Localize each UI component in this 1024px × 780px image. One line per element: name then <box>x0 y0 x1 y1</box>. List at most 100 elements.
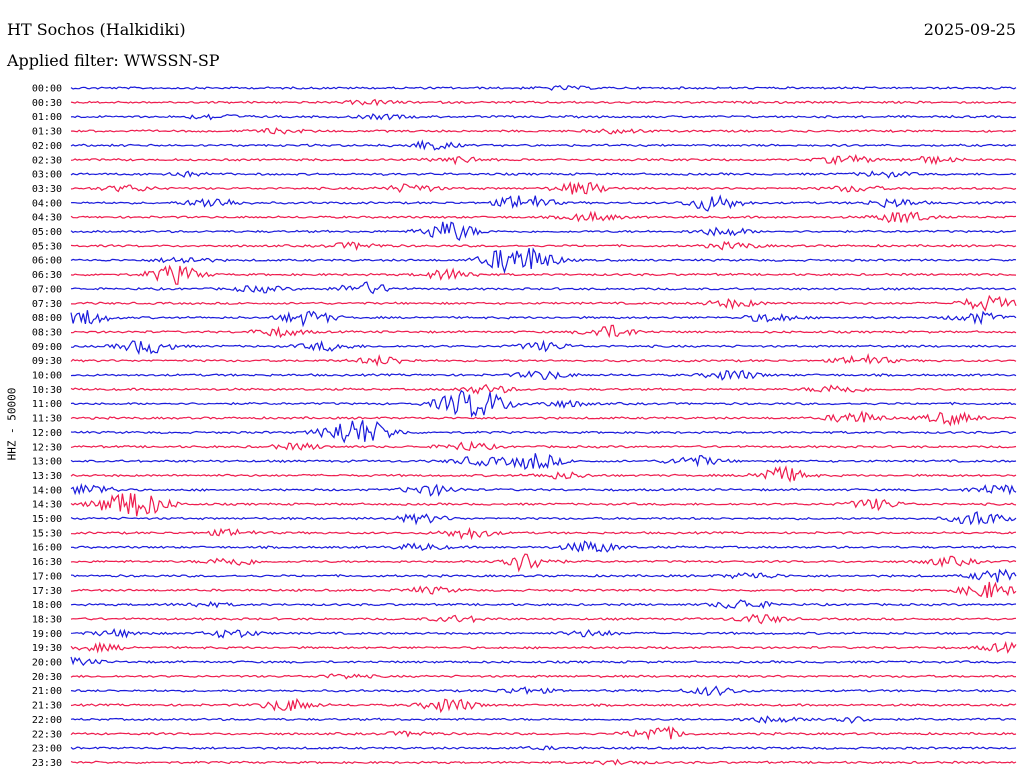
time-tick-label: 14:30 <box>32 500 62 511</box>
trace-line <box>70 465 1017 483</box>
trace-line <box>70 127 1017 135</box>
time-tick-label: 21:00 <box>32 686 62 697</box>
trace-line <box>70 553 1017 573</box>
time-tick-label: 05:30 <box>32 241 62 252</box>
trace-line <box>70 673 1017 680</box>
time-tick-label: 13:30 <box>32 471 62 482</box>
time-tick-label: 00:30 <box>32 98 62 109</box>
time-tick-label: 03:00 <box>32 170 62 181</box>
time-tick-label: 04:30 <box>32 213 62 224</box>
time-tick-label: 03:30 <box>32 184 62 195</box>
trace-line <box>70 247 1017 274</box>
trace-line <box>70 240 1017 252</box>
trace-line <box>70 139 1017 151</box>
trace-line <box>70 453 1017 471</box>
time-tick-label: 16:00 <box>32 543 62 554</box>
trace-line <box>70 410 1017 427</box>
time-tick-label: 01:30 <box>32 127 62 138</box>
time-tick-label: 16:30 <box>32 557 62 568</box>
time-tick-label: 10:00 <box>32 371 62 382</box>
time-tick-label: 23:00 <box>32 744 62 755</box>
trace-line <box>70 210 1017 224</box>
trace-line <box>70 84 1017 91</box>
trace-line <box>70 383 1017 395</box>
trace-line <box>70 420 1017 444</box>
time-tick-label: 15:00 <box>32 514 62 525</box>
station-title: HT Sochos (Halkidiki) <box>7 20 186 39</box>
filter-label: Applied filter: WWSSN-SP <box>7 51 220 70</box>
trace-line <box>70 281 1017 295</box>
time-tick-label: 15:30 <box>32 528 62 539</box>
trace-line <box>70 715 1017 724</box>
trace-line <box>70 511 1017 526</box>
time-tick-label: 01:00 <box>32 112 62 123</box>
time-tick-label: 09:00 <box>32 342 62 353</box>
time-tick-label: 20:30 <box>32 672 62 683</box>
trace-line <box>70 440 1017 452</box>
time-tick-label: 00:00 <box>32 84 62 95</box>
time-tick-label: 12:30 <box>32 442 62 453</box>
trace-line <box>70 599 1017 610</box>
time-tick-label: 13:00 <box>32 457 62 468</box>
trace-line <box>70 389 1017 418</box>
time-tick-label: 20:00 <box>32 658 62 669</box>
trace-line <box>70 264 1017 285</box>
time-tick-label: 17:30 <box>32 586 62 597</box>
time-tick-label: 02:30 <box>32 155 62 166</box>
trace-line <box>70 493 1017 517</box>
trace-line <box>70 353 1017 367</box>
time-tick-label: 06:00 <box>32 256 62 267</box>
trace-line <box>70 369 1017 381</box>
time-tick-label: 05:00 <box>32 227 62 238</box>
trace-line <box>70 221 1017 241</box>
time-tick-label: 11:30 <box>32 414 62 425</box>
date-label: 2025-09-25 <box>923 20 1016 39</box>
time-tick-label: 14:00 <box>32 485 62 496</box>
trace-line <box>70 113 1017 121</box>
trace-line <box>70 628 1016 639</box>
time-tick-label: 18:30 <box>32 614 62 625</box>
time-tick-label: 06:30 <box>32 270 62 281</box>
trace-line <box>70 697 1017 714</box>
time-tick-label: 23:30 <box>32 758 62 769</box>
time-tick-label: 22:00 <box>32 715 62 726</box>
trace-line <box>70 540 1017 553</box>
time-tick-label: 07:00 <box>32 284 62 295</box>
time-tick-label: 19:00 <box>32 629 62 640</box>
trace-line <box>70 640 1017 654</box>
trace-line <box>70 482 1017 497</box>
time-tick-label: 19:30 <box>32 643 62 654</box>
trace-line <box>70 656 1017 667</box>
time-tick-label: 17:00 <box>32 571 62 582</box>
trace-line <box>70 153 1017 166</box>
time-tick-label: 08:30 <box>32 327 62 338</box>
time-tick-label: 08:00 <box>32 313 62 324</box>
time-tick-label: 22:30 <box>32 729 62 740</box>
trace-line <box>70 758 1017 766</box>
trace-line <box>70 294 1017 312</box>
trace-line <box>70 725 1017 741</box>
trace-line <box>71 526 1017 541</box>
time-tick-label: 07:30 <box>32 299 62 310</box>
time-tick-label: 11:00 <box>32 399 62 410</box>
trace-line <box>70 98 1017 107</box>
trace-line <box>70 324 1017 339</box>
trace-line <box>70 181 1017 195</box>
trace-line <box>70 170 1017 179</box>
trace-line <box>70 339 1017 356</box>
time-tick-label: 18:00 <box>32 600 62 611</box>
trace-line <box>70 613 1017 625</box>
time-tick-label: 04:00 <box>32 198 62 209</box>
time-tick-label: 12:00 <box>32 428 62 439</box>
time-tick-label: 10:30 <box>32 385 62 396</box>
trace-line <box>70 568 1017 583</box>
trace-line <box>70 194 1017 212</box>
trace-line <box>70 745 1017 751</box>
trace-line <box>70 310 1017 328</box>
trace-line <box>70 685 1017 697</box>
time-tick-label: 21:30 <box>32 701 62 712</box>
time-tick-label: 02:00 <box>32 141 62 152</box>
trace-line <box>70 581 1017 598</box>
time-tick-label: 09:30 <box>32 356 62 367</box>
